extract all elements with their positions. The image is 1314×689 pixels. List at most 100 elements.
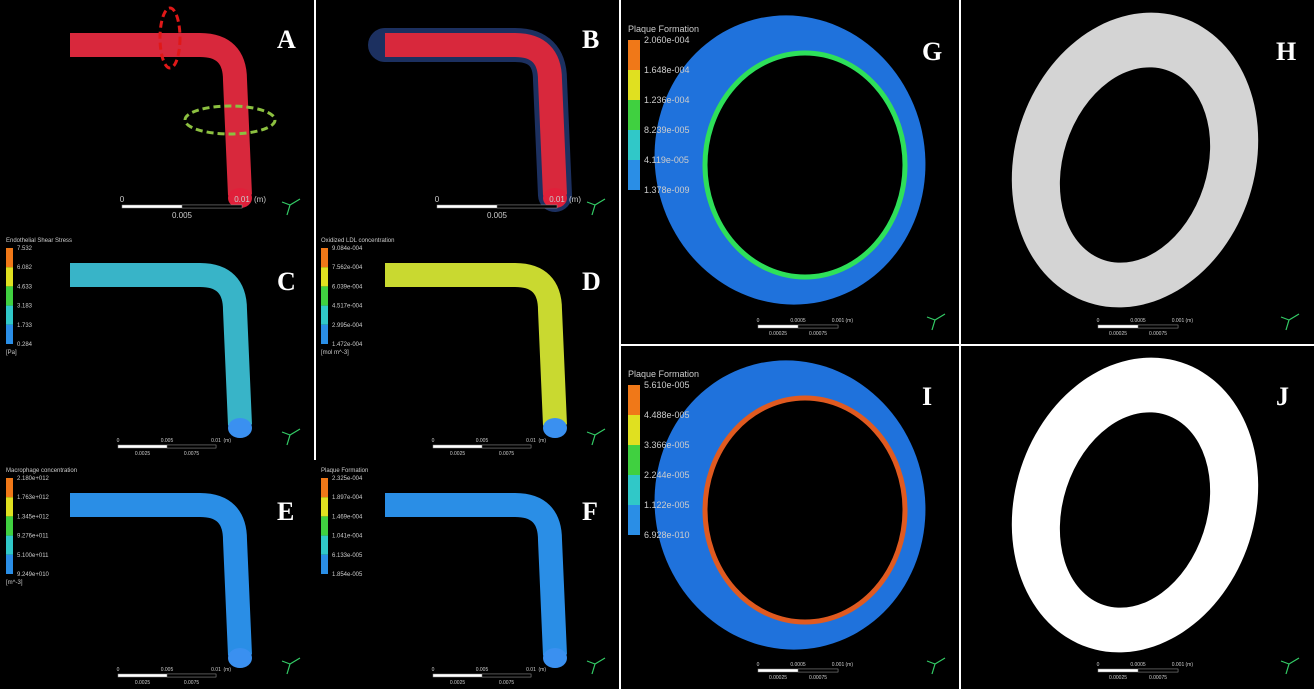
legend-label: 1.648e-004 (644, 65, 690, 75)
scale-label: 0.00025 (769, 331, 787, 337)
legend-label: 4.517e-004 (332, 304, 363, 310)
panel-letter: A (277, 25, 296, 54)
scale-label: 0.0025 (135, 451, 151, 457)
legend-swatch (628, 475, 640, 505)
legend-swatch (321, 306, 328, 325)
legend-swatch (321, 478, 328, 497)
legend-label: 1.472e-004 (332, 342, 363, 348)
legend-label: 1.345e+012 (17, 514, 50, 520)
scale-label: 0.00025 (1109, 675, 1127, 681)
legend-swatch (628, 160, 640, 190)
scale-bar-half (497, 205, 557, 208)
vessel (385, 505, 555, 655)
scale-label: 0.01 (211, 667, 221, 673)
scale-label: 0.0025 (450, 451, 466, 457)
scale-label: 0 (757, 318, 760, 324)
panel: FPlaque Formation2.325e-0041.897e-0041.4… (321, 468, 605, 686)
scale-bar-half (482, 674, 531, 677)
legend-swatch (628, 505, 640, 535)
ring-inner (705, 398, 905, 622)
panel-letter: I (922, 382, 932, 411)
scale-label: (m) (1186, 318, 1194, 324)
legend-title: Oxidized LDL concentration (321, 238, 395, 244)
legend-label: 7.532 (17, 246, 33, 252)
legend-label: 5.100e+011 (17, 553, 49, 559)
legend-label: 9.249e+010 (17, 572, 50, 578)
legend-swatch (6, 478, 13, 497)
legend-unit: [mol m^-3] (321, 350, 349, 356)
panel: IPlaque Formation5.610e-0054.488e-0053.3… (628, 335, 952, 681)
legend-label: 2.060e-004 (644, 35, 690, 45)
scale-label: 0.0075 (184, 680, 200, 686)
legend-swatch (321, 286, 328, 305)
scale-bar-half (1138, 325, 1178, 328)
scale-bar-half (798, 669, 838, 672)
scale-label: 0.0005 (1130, 318, 1146, 324)
vessel-outlet (543, 648, 567, 668)
legend-swatch (628, 70, 640, 100)
legend-label: 0.284 (17, 342, 33, 348)
legend-swatch (6, 555, 13, 574)
scale-label: 0 (435, 195, 440, 204)
legend-label: 1.236e-004 (644, 95, 690, 105)
legend-swatch (321, 325, 328, 344)
scale-label: 0.001 (1172, 318, 1185, 324)
panel: B00.01(m)0.005 (385, 25, 605, 220)
scale-label: 0 (1097, 662, 1100, 668)
scale-bar-half (482, 445, 531, 448)
scale-label: (m) (569, 195, 581, 204)
legend-label: 1.378e-009 (644, 185, 690, 195)
legend-swatch (628, 100, 640, 130)
scale-label: 0.00075 (1149, 331, 1167, 337)
scale-label: 0.0075 (184, 451, 200, 457)
scale-label: 0.005 (487, 211, 508, 220)
axis-triad (1281, 314, 1299, 330)
scale-label: 0.0075 (499, 680, 515, 686)
legend-swatch (6, 497, 13, 516)
axis-triad (282, 658, 300, 674)
legend-label: 1.041e-004 (332, 534, 363, 540)
scale-bar-half (182, 205, 242, 208)
legend-title: Plaque Formation (628, 24, 699, 34)
axis-triad (927, 314, 945, 330)
legend-swatch (628, 445, 640, 475)
scale-label: (m) (254, 195, 266, 204)
legend-label: 1.469e-004 (332, 514, 363, 520)
vessel-halo (385, 45, 555, 195)
legend-unit: [m^-3] (6, 580, 23, 586)
legend-swatch (6, 286, 13, 305)
legend-label: 4.633 (17, 284, 33, 290)
scale-label: 0.005 (161, 667, 174, 673)
legend-swatch (321, 267, 328, 286)
legend-label: 8.239e-005 (644, 125, 690, 135)
scale-label: 0 (757, 662, 760, 668)
legend-title: Plaque Formation (628, 369, 699, 379)
ring-inner (705, 53, 905, 277)
legend-label: 6.133e-005 (332, 553, 363, 559)
legend-swatch (6, 536, 13, 555)
legend-label: 3.366e-005 (644, 440, 690, 450)
scale-label: 0.005 (161, 438, 174, 444)
axis-triad (282, 199, 300, 215)
scale-label: 0.00075 (1149, 675, 1167, 681)
legend-swatch (321, 516, 328, 535)
panel-letter: C (277, 267, 296, 296)
scale-label: 0.01 (526, 667, 536, 673)
scale-bar-half (167, 674, 216, 677)
scale-label: 0.005 (476, 667, 489, 673)
legend-swatch (628, 40, 640, 70)
scale-label: 0.00075 (809, 675, 827, 681)
legend-label: 2.244e-005 (644, 470, 690, 480)
panel-letter: E (277, 497, 294, 526)
legend-label: 2.180e+012 (17, 476, 50, 482)
legend-label: 6.928e-010 (644, 530, 690, 540)
vessel (70, 275, 240, 425)
vessel (385, 45, 555, 195)
panel-letter: J (1276, 382, 1289, 411)
legend-label: 1.897e-004 (332, 495, 363, 501)
scale-label: 0 (117, 667, 120, 673)
